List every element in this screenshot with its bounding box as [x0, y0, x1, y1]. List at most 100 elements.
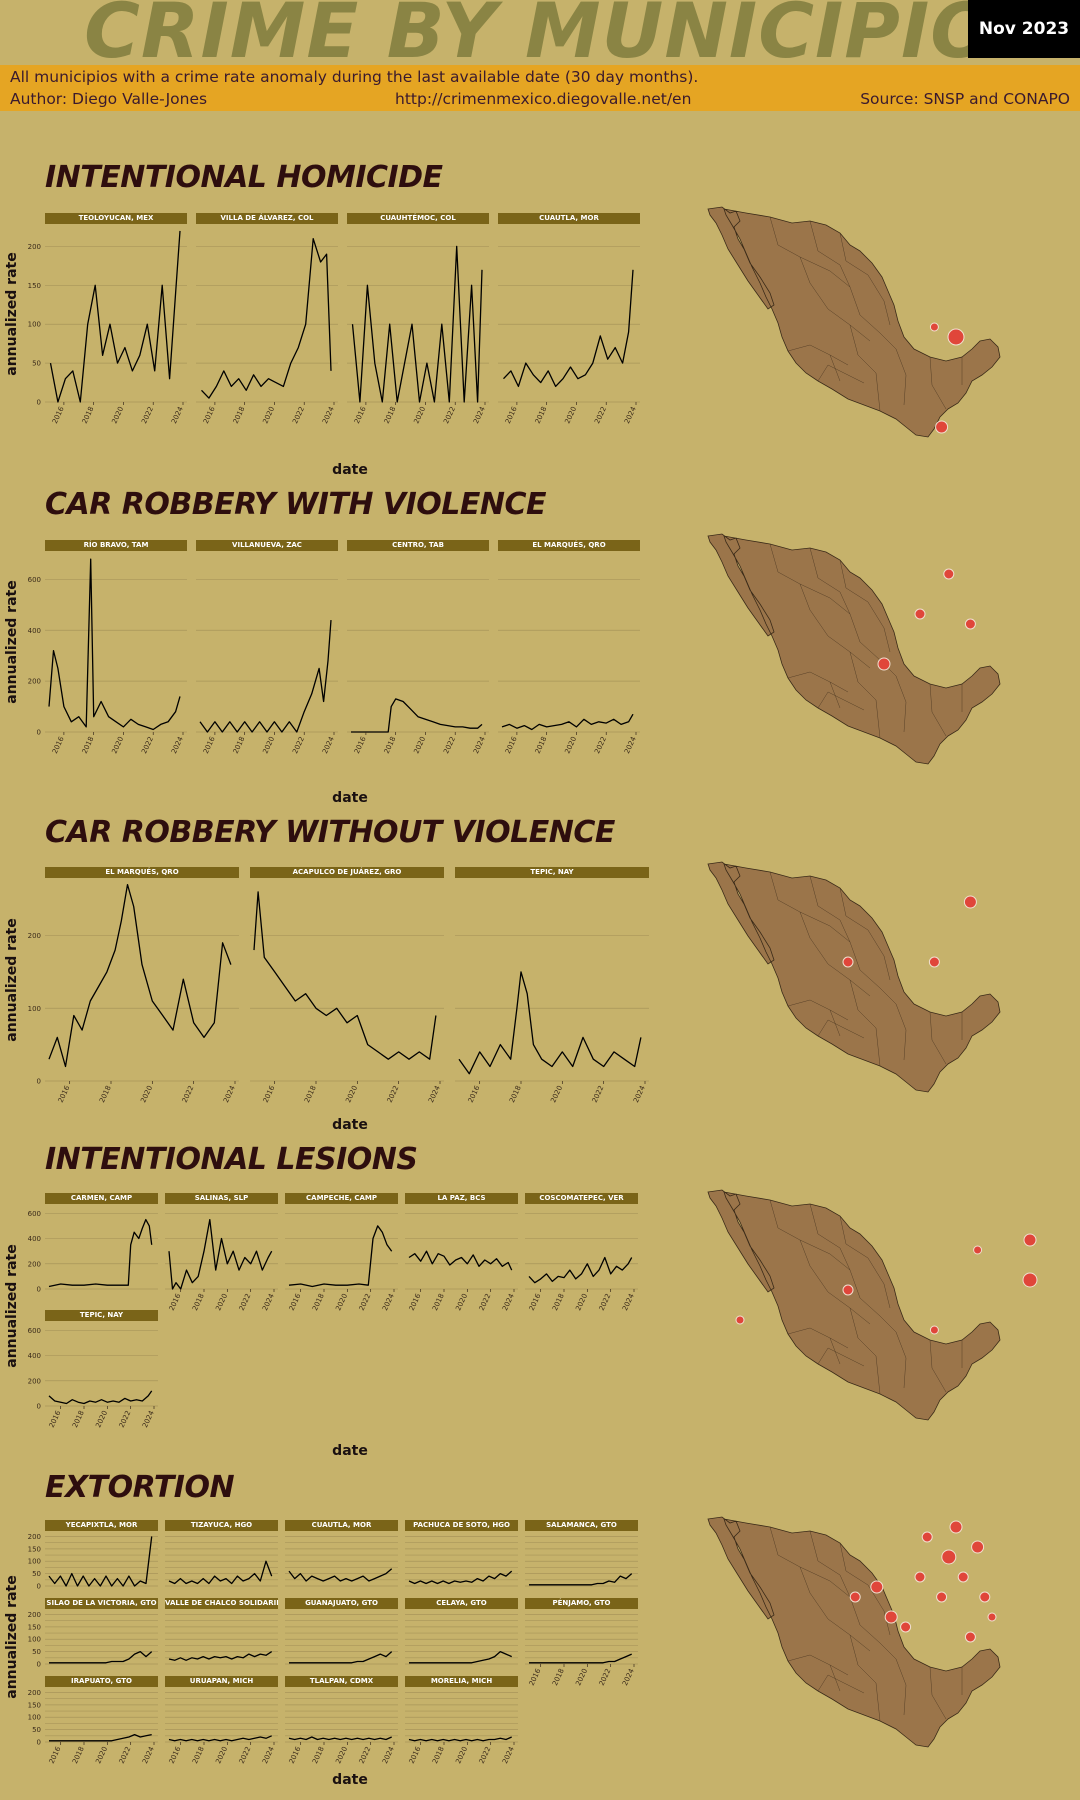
y-axis-title: annualized rate [4, 1243, 20, 1368]
x-tick-label: 2018 [534, 735, 549, 755]
facet-label: CAMPECHE, CAMP [285, 1193, 398, 1204]
y-tick-label: 200 [28, 678, 41, 686]
state-border [787, 1654, 849, 1676]
anomaly-marker [900, 1621, 912, 1633]
x-tick-label: 2024 [621, 1667, 636, 1687]
x-tick-label: 2024 [472, 405, 487, 425]
x-tick-label: 2016 [353, 735, 368, 755]
state-border [829, 354, 841, 382]
x-tick-label: 2020 [563, 405, 578, 425]
state-border [895, 1331, 907, 1389]
x-tick-label: 2018 [534, 405, 549, 425]
y-axis-title: annualized rate [4, 580, 20, 704]
state-border [809, 282, 871, 342]
facet-plot: 0 200 400 600 2016 2018 2020 2022 2024 [28, 1327, 158, 1429]
y-tick-label: 600 [28, 1210, 41, 1218]
map-3 [700, 860, 1040, 1104]
x-tick-label: 2016 [48, 1409, 63, 1429]
y-tick-label: 0 [37, 1078, 41, 1086]
state-border [809, 1203, 851, 1271]
state-border [859, 314, 897, 350]
x-tick-label: 2020 [110, 405, 125, 425]
x-tick-label: 2020 [334, 1745, 349, 1765]
source-url[interactable]: http://crimenmexico.diegovalle.net/en [395, 90, 692, 108]
facet-label: URUAPAN, MICH [165, 1676, 278, 1687]
x-tick-label: 2022 [591, 1084, 606, 1104]
facet-label: VALLE DE CHALCO SOLIDARIDAD, MEX [165, 1598, 278, 1609]
x-tick-label: 2024 [222, 1084, 237, 1104]
x-tick-label: 2018 [81, 735, 96, 755]
x-tick-label: 2024 [261, 1745, 276, 1765]
x-tick-label: 2018 [232, 405, 247, 425]
x-tick-label: 2022 [181, 1084, 196, 1104]
y-tick-label: 100 [28, 1636, 41, 1644]
author-credit: Author: Diego Valle-Jones [10, 90, 208, 108]
anomaly-marker [849, 1591, 861, 1603]
facet-plot: 2016 2018 2020 2022 2024 [347, 579, 489, 755]
x-tick-label: 2024 [321, 735, 336, 755]
state-border [839, 1542, 869, 1586]
anomaly-marker [957, 1571, 969, 1583]
state-border [829, 681, 841, 709]
y-tick-label: 50 [32, 360, 41, 368]
series-line [48, 1218, 153, 1288]
anomaly-marker [935, 420, 949, 434]
state-border [799, 911, 861, 971]
facet-label: YECAPIXTLA, MOR [45, 1520, 158, 1531]
facet-plot: 2016 2018 2020 2022 2024 [405, 1692, 518, 1765]
x-tick-label: 2016 [353, 405, 368, 425]
y-tick-label: 50 [32, 1570, 41, 1578]
x-tick-label: 2020 [574, 1667, 589, 1687]
series-line [529, 1573, 633, 1586]
x-tick-label: 2018 [71, 1745, 86, 1765]
series-line [168, 1218, 273, 1290]
x-tick-label: 2016 [48, 1745, 63, 1765]
series-line [168, 1651, 273, 1661]
state-border [809, 547, 851, 615]
x-tick-label: 2018 [232, 735, 247, 755]
anomaly-marker [842, 956, 854, 968]
facet-plot: 0 50 100 150 200 [28, 1611, 158, 1669]
x-tick-label: 2016 [262, 1084, 277, 1104]
x-tick-label: 2016 [408, 1292, 423, 1312]
series-line [253, 891, 437, 1060]
y-tick-label: 200 [28, 1611, 41, 1619]
state-border [799, 1239, 861, 1299]
x-tick-label: 2022 [291, 405, 306, 425]
series-line [529, 1653, 632, 1664]
series-line [288, 1225, 393, 1288]
state-border [895, 1658, 907, 1716]
x-axis-title: date [332, 1117, 368, 1133]
series-line [289, 1651, 393, 1664]
facet-label: PACHUCA DE SOTO, HGO [405, 1520, 518, 1531]
state-border [929, 356, 947, 410]
state-border [787, 999, 849, 1021]
state-border [829, 1664, 841, 1692]
x-tick-label: 2022 [442, 405, 457, 425]
x-tick-label: 2022 [118, 1409, 133, 1429]
y-tick-label: 200 [28, 1533, 41, 1541]
state-border [839, 887, 869, 931]
anomaly-marker [1022, 1272, 1038, 1288]
x-axis-title: date [332, 1772, 368, 1788]
series-line [168, 1735, 272, 1742]
x-axis-title: date [332, 790, 368, 806]
state-border [895, 675, 907, 733]
state-border [867, 274, 891, 326]
facet-label: TEPIC, NAY [455, 867, 649, 878]
x-tick-label: 2020 [110, 735, 125, 755]
state-border [809, 1592, 871, 1652]
state-border [799, 1566, 861, 1626]
state-border [799, 583, 861, 643]
x-tick-label: 2016 [51, 735, 66, 755]
anomaly-marker [870, 1580, 884, 1594]
x-tick-label: 2024 [170, 405, 185, 425]
y-tick-label: 0 [37, 1403, 41, 1411]
facet-plot: 2016 2018 2020 2022 2024 [250, 891, 444, 1104]
x-axis-title: date [332, 1443, 368, 1459]
y-tick-label: 600 [28, 1327, 41, 1335]
anomaly-marker [964, 618, 976, 630]
y-tick-label: 100 [28, 321, 41, 329]
x-tick-label: 2018 [551, 1667, 566, 1687]
facet-plot [525, 1536, 638, 1587]
